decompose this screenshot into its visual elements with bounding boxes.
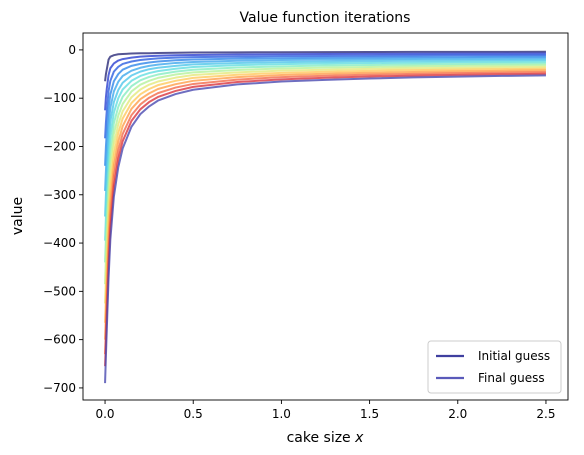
series-line-3 — [104, 55, 546, 166]
x-tick-label: 0.0 — [95, 407, 114, 421]
series-line-0 — [104, 50, 546, 82]
x-axis: 0.0 0.5 1.0 1.5 2.0 2.5 — [95, 400, 556, 421]
legend: Initial guess Final guess — [427, 340, 562, 394]
x-axis-title-variable: x — [354, 430, 364, 446]
series-line-2 — [104, 54, 546, 139]
y-tick-label: −300 — [43, 188, 76, 202]
legend-label-initial: Initial guess — [478, 349, 550, 363]
y-axis: 0 −100 −200 −300 −400 −500 −600 −700 — [43, 43, 83, 395]
y-tick-label: −200 — [43, 139, 76, 153]
y-tick-label: −400 — [43, 236, 76, 250]
plot-frame — [82, 32, 569, 401]
y-tick-label: −500 — [43, 284, 76, 298]
plot-area — [82, 32, 569, 401]
series-line-1 — [104, 52, 546, 111]
x-tick-label: 1.0 — [272, 407, 291, 421]
legend-label-final: Final guess — [478, 371, 545, 385]
series-line-6 — [104, 60, 546, 241]
chart-title: Value function iterations — [240, 10, 411, 26]
y-axis-title: value — [10, 197, 26, 235]
y-tick-label: −100 — [43, 91, 76, 105]
y-tick-label: −600 — [43, 333, 76, 347]
legend-box — [427, 340, 562, 394]
series-line-14 — [104, 74, 546, 384]
series-lines — [104, 50, 546, 384]
x-tick-label: 1.5 — [360, 407, 379, 421]
series-line-5 — [104, 59, 546, 217]
x-tick-label: 0.5 — [184, 407, 203, 421]
y-tick-label: −700 — [43, 381, 76, 395]
x-axis-title: cake size x — [287, 430, 365, 446]
y-tick-label: 0 — [68, 43, 76, 57]
x-axis-title-text: cake size — [287, 430, 356, 446]
x-tick-label: 2.5 — [536, 407, 555, 421]
series-line-4 — [104, 57, 546, 191]
x-tick-label: 2.0 — [448, 407, 467, 421]
